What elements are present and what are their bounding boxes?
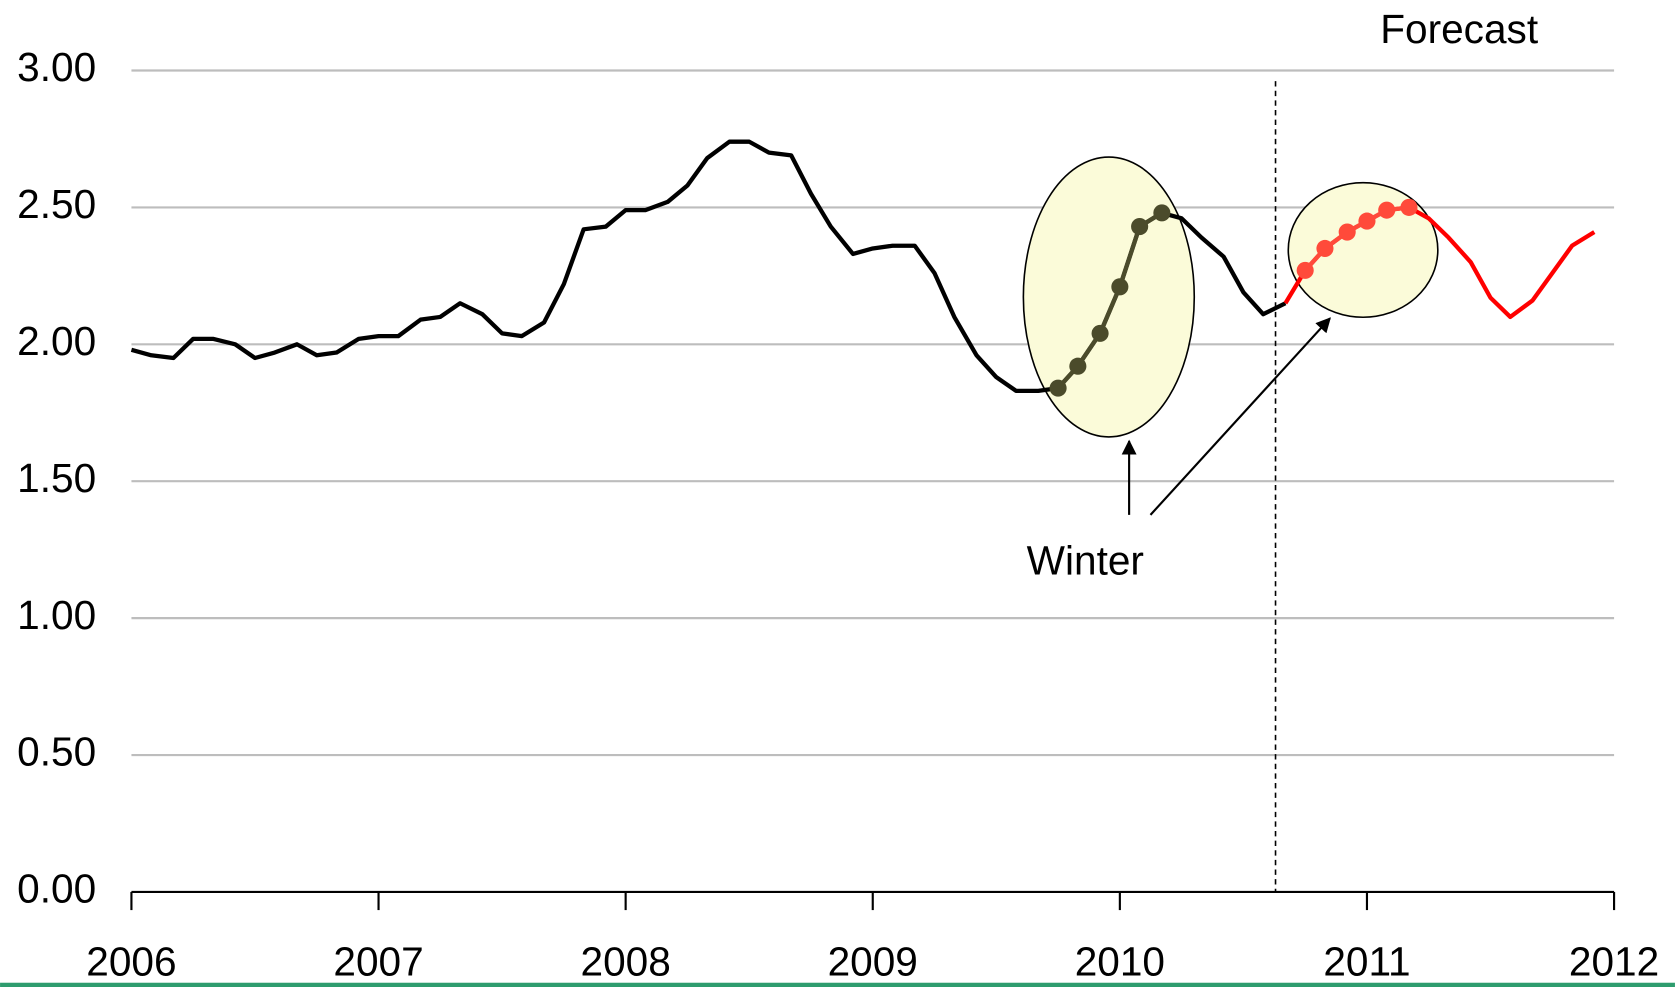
y-tick-label: 2.50: [17, 181, 96, 227]
x-tick-label: 2009: [828, 938, 918, 984]
point: [1316, 239, 1334, 258]
point: [1296, 261, 1314, 279]
point: [1049, 379, 1067, 397]
x-tick-label: 2012: [1569, 938, 1659, 984]
point: [1091, 324, 1109, 342]
x-tick-label: 2011: [1323, 938, 1410, 984]
winter-highlight: [1022, 156, 1196, 438]
y-tick-label: 1.50: [17, 455, 96, 501]
x-tick-label: 2007: [333, 938, 423, 984]
point: [1400, 198, 1418, 216]
annotation: Forecast: [1380, 6, 1538, 52]
grid: 0.00 0.50 1.00 1.50 2.00 2.50 3.00 2006 2007 2008…: [17, 44, 1659, 984]
point: [1153, 204, 1171, 222]
y-tick-label: 1.00: [17, 592, 96, 638]
point: [1338, 223, 1356, 241]
point: [1378, 201, 1396, 219]
arrow: [1149, 317, 1331, 516]
winter-highlight: [1287, 181, 1439, 319]
y-tick-label: 0.50: [17, 729, 96, 775]
y-tick-label: 0.00: [17, 866, 96, 912]
point: [1131, 218, 1149, 236]
point: [1111, 278, 1129, 296]
bottom-border: [0, 982, 1675, 987]
y-tick-label: 3.00: [17, 44, 96, 90]
x-tick-label: 2006: [86, 938, 176, 984]
plot: [130, 139, 1596, 397]
x-tick-label: 2008: [581, 938, 671, 984]
x-tick-label: 2010: [1075, 938, 1165, 984]
y-tick-label: 2.00: [17, 318, 96, 364]
point: [1069, 357, 1087, 375]
annotation: Winter: [1027, 538, 1144, 584]
point: [1358, 212, 1376, 230]
